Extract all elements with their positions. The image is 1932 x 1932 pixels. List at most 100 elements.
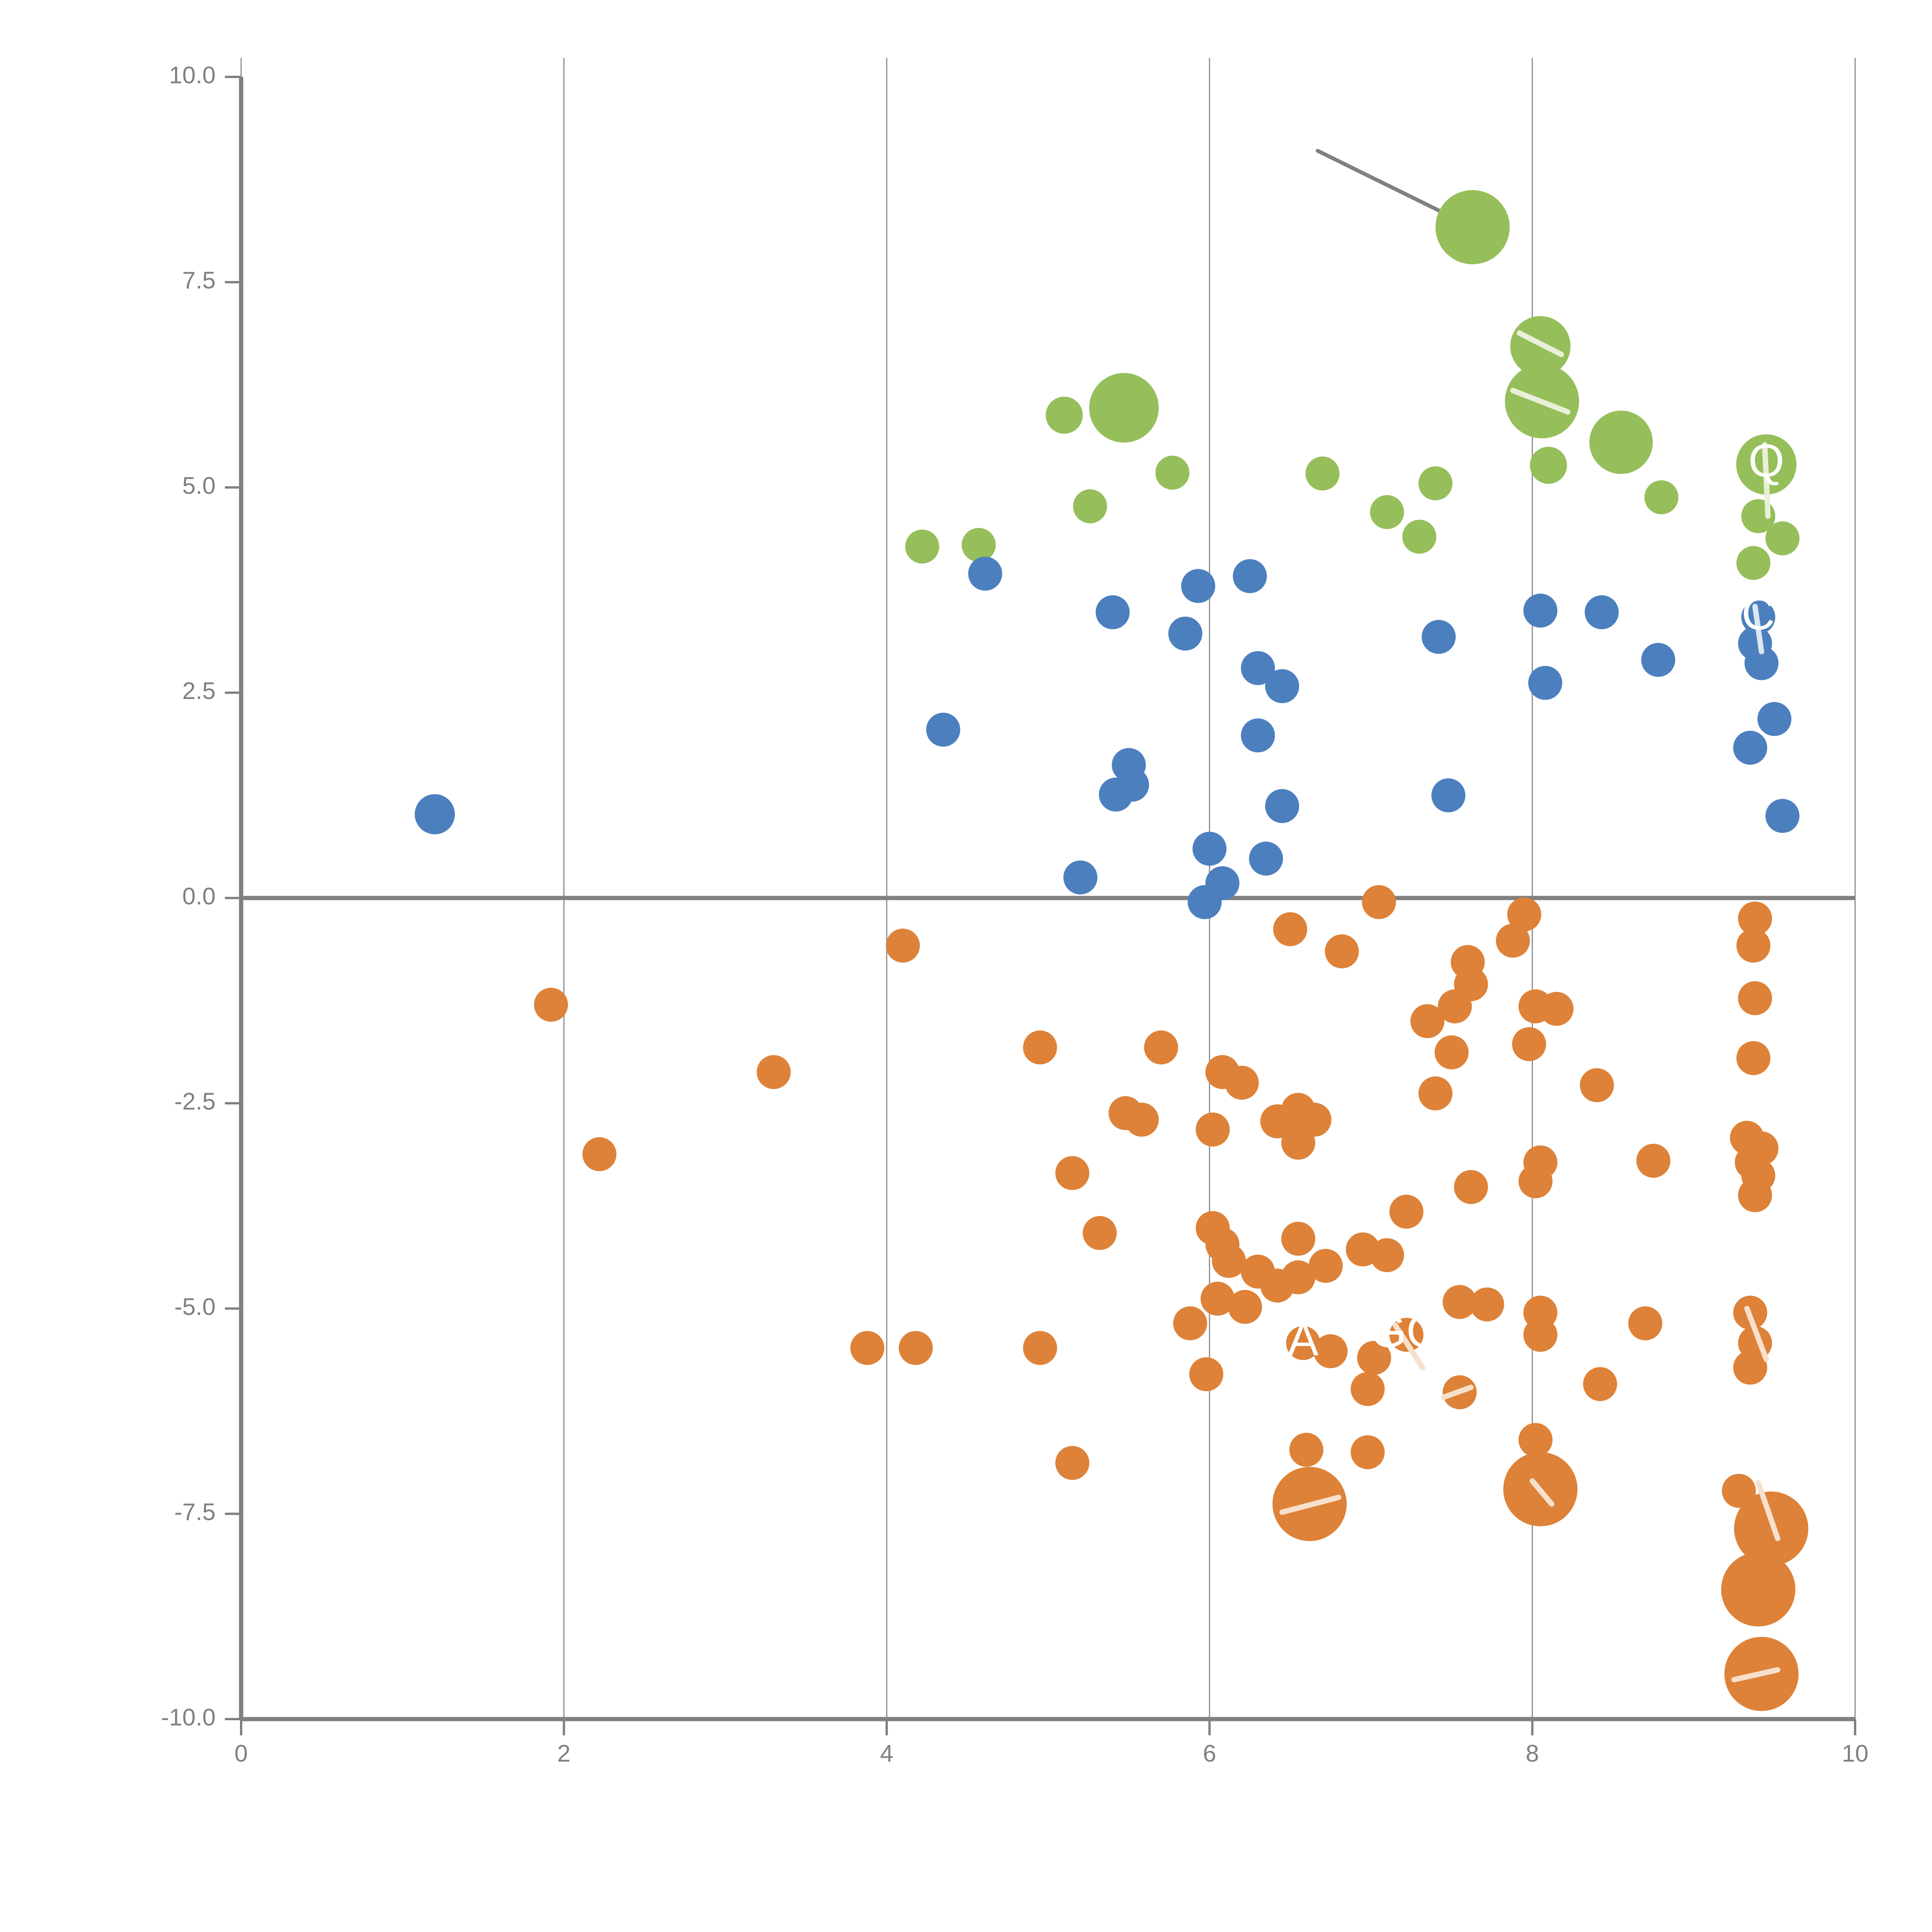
data-point[interactable] — [1736, 1041, 1770, 1075]
data-point[interactable] — [1438, 989, 1472, 1024]
data-point[interactable] — [1370, 1238, 1404, 1272]
data-point[interactable] — [1738, 981, 1772, 1015]
data-point[interactable] — [905, 529, 939, 564]
data-point[interactable] — [1192, 832, 1227, 866]
data-point[interactable] — [1089, 373, 1159, 443]
data-point[interactable] — [1736, 546, 1770, 580]
data-point[interactable] — [1241, 718, 1275, 753]
data-point[interactable] — [926, 713, 960, 747]
data-point[interactable] — [1628, 1306, 1662, 1340]
data-point[interactable] — [1370, 495, 1404, 529]
data-point[interactable] — [1189, 1357, 1223, 1391]
data-point[interactable] — [757, 1055, 791, 1089]
data-point[interactable] — [1308, 1249, 1343, 1283]
data-point[interactable] — [1289, 1433, 1323, 1467]
data-point[interactable] — [1273, 912, 1308, 946]
data-point[interactable] — [1765, 799, 1800, 833]
data-point[interactable] — [1173, 1306, 1208, 1340]
data-point[interactable] — [961, 528, 996, 562]
data-point[interactable] — [415, 794, 455, 835]
data-point[interactable] — [1641, 643, 1675, 677]
data-point[interactable] — [1124, 1102, 1159, 1137]
data-point[interactable] — [1507, 897, 1541, 932]
data-point[interactable] — [1733, 731, 1767, 765]
data-point[interactable] — [898, 1331, 933, 1365]
data-point[interactable] — [1583, 1367, 1617, 1401]
data-point[interactable] — [1470, 1287, 1504, 1321]
data-point[interactable] — [1362, 885, 1396, 919]
data-point[interactable] — [1260, 1269, 1294, 1303]
data-point[interactable] — [1241, 651, 1275, 685]
data-point[interactable] — [1083, 1216, 1117, 1250]
data-point[interactable] — [1286, 1326, 1320, 1360]
data-point[interactable] — [1265, 669, 1299, 703]
data-point[interactable] — [1523, 1318, 1558, 1352]
data-point[interactable] — [1442, 1285, 1477, 1319]
data-point[interactable] — [886, 929, 920, 963]
data-point[interactable] — [1765, 521, 1800, 556]
data-point[interactable] — [1055, 1446, 1090, 1480]
data-point[interactable] — [1063, 860, 1098, 895]
data-point[interactable] — [1228, 1290, 1262, 1324]
data-point[interactable] — [1233, 559, 1267, 593]
data-point[interactable] — [1636, 1144, 1670, 1178]
data-point[interactable] — [1539, 992, 1574, 1026]
data-point[interactable] — [1431, 778, 1466, 813]
data-point[interactable] — [1144, 1030, 1178, 1065]
data-point[interactable] — [1023, 1331, 1057, 1365]
data-point[interactable] — [1196, 1112, 1230, 1147]
data-point[interactable] — [1523, 594, 1558, 628]
data-point[interactable] — [1212, 1244, 1246, 1278]
data-point[interactable] — [1350, 1435, 1385, 1469]
data-point[interactable] — [1738, 1178, 1772, 1213]
data-point[interactable] — [1402, 520, 1437, 554]
data-point[interactable] — [1518, 1164, 1553, 1199]
data-point[interactable] — [1115, 767, 1149, 802]
data-point[interactable] — [1023, 1030, 1057, 1065]
data-point[interactable] — [1046, 396, 1083, 434]
data-point[interactable] — [1265, 789, 1299, 823]
data-point[interactable] — [1325, 934, 1359, 969]
data-point[interactable] — [1589, 410, 1653, 474]
data-point[interactable] — [582, 1137, 617, 1171]
data-point[interactable] — [1168, 616, 1202, 651]
data-point[interactable] — [1260, 1104, 1294, 1138]
data-point[interactable] — [1528, 666, 1563, 700]
data-point[interactable] — [1757, 702, 1792, 736]
data-point[interactable] — [1512, 1027, 1546, 1061]
data-point[interactable] — [1434, 1035, 1469, 1070]
data-point[interactable] — [1580, 1068, 1614, 1102]
data-point[interactable] — [1435, 190, 1510, 264]
data-point[interactable] — [1201, 1282, 1235, 1316]
data-point[interactable] — [1736, 929, 1770, 963]
data-point[interactable] — [1249, 842, 1283, 876]
data-point[interactable] — [1410, 1004, 1445, 1038]
data-point[interactable] — [1530, 447, 1567, 484]
data-point[interactable] — [1281, 1221, 1315, 1256]
data-point[interactable] — [1422, 620, 1456, 654]
data-point[interactable] — [968, 556, 1002, 591]
data-point[interactable] — [1418, 1076, 1452, 1111]
data-point[interactable] — [1313, 1334, 1348, 1368]
data-point[interactable] — [1281, 1126, 1315, 1160]
data-point[interactable] — [1073, 489, 1107, 524]
data-point[interactable] — [1055, 1156, 1090, 1190]
data-points[interactable] — [415, 190, 1808, 1711]
data-point[interactable] — [1744, 646, 1779, 680]
data-point[interactable] — [1454, 1170, 1488, 1204]
data-point[interactable] — [850, 1331, 884, 1365]
data-point[interactable] — [1357, 1341, 1391, 1375]
data-point[interactable] — [1418, 466, 1452, 500]
data-point[interactable] — [534, 988, 568, 1022]
data-point[interactable] — [1721, 1552, 1796, 1627]
data-point[interactable] — [1350, 1372, 1385, 1406]
data-point[interactable] — [1734, 1492, 1808, 1566]
data-point[interactable] — [1389, 1194, 1423, 1229]
data-point[interactable] — [1095, 595, 1130, 629]
data-point[interactable] — [1585, 595, 1619, 629]
data-point[interactable] — [1181, 569, 1215, 603]
data-point[interactable] — [1722, 1474, 1756, 1508]
data-point[interactable] — [1496, 923, 1530, 958]
data-point[interactable] — [1518, 1423, 1553, 1457]
data-point[interactable] — [1225, 1066, 1259, 1100]
